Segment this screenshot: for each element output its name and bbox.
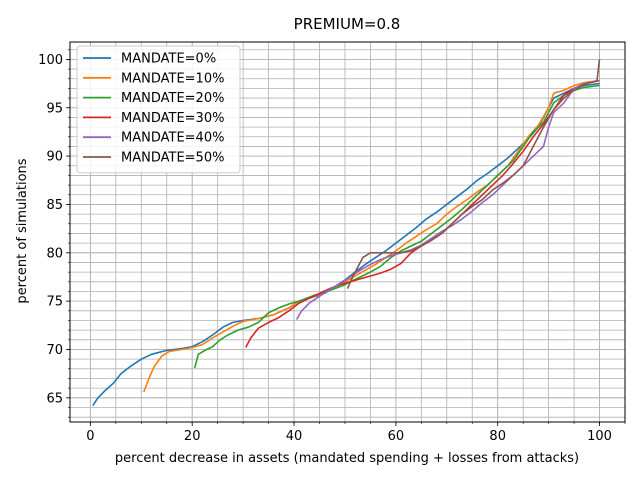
y-tick-label: 90 <box>46 150 63 165</box>
y-tick-label: 75 <box>46 295 63 310</box>
series-line-mandate-5 <box>346 59 601 289</box>
legend-entry: MANDATE=20% <box>121 91 224 106</box>
x-tick-label: 0 <box>86 429 94 444</box>
plot-frame <box>69 41 626 423</box>
legend-entry: MANDATE=40% <box>121 131 224 146</box>
x-axis-label: percent decrease in assets (mandated spe… <box>115 451 579 466</box>
series-line-mandate-3 <box>244 79 600 348</box>
legend: MANDATE=0% MANDATE=10% MANDATE=20% MANDATE=… <box>76 45 241 174</box>
x-tick-label: 60 <box>388 429 405 444</box>
y-tick-label: 65 <box>46 391 63 406</box>
x-tick-label: 20 <box>184 429 201 444</box>
chart-title: PREMIUM=0.8 <box>294 15 401 33</box>
y-axis: 65 70 75 80 85 90 95 100 <box>38 49 70 418</box>
series-lines <box>92 59 601 407</box>
x-tick-label: 100 <box>587 429 612 444</box>
y-tick-label: 95 <box>46 101 63 116</box>
legend-entry: MANDATE=50% <box>121 151 224 166</box>
series-line-mandate-2 <box>193 84 600 369</box>
legend-entry: MANDATE=0% <box>121 52 216 67</box>
x-axis: 0 20 40 60 80 100 <box>86 422 626 444</box>
y-axis-label: percent of simulations <box>15 158 30 303</box>
legend-entry: MANDATE=30% <box>121 111 224 126</box>
x-tick-label: 80 <box>489 429 506 444</box>
y-tick-label: 85 <box>46 198 63 213</box>
y-tick-label: 80 <box>46 246 63 261</box>
legend-box <box>76 45 241 174</box>
x-tick-label: 40 <box>286 429 303 444</box>
legend-entry: MANDATE=10% <box>121 71 224 86</box>
series-line-mandate-1 <box>143 79 600 393</box>
y-tick-label: 100 <box>38 53 63 68</box>
y-tick-label: 70 <box>46 343 63 358</box>
